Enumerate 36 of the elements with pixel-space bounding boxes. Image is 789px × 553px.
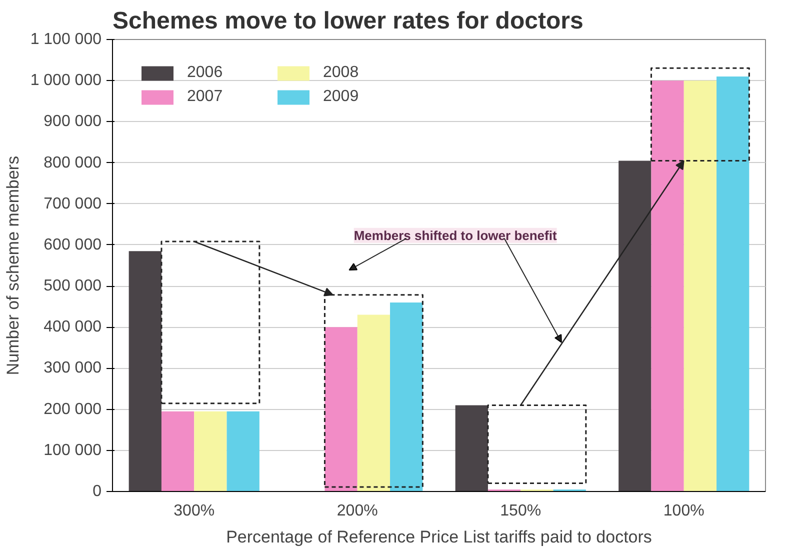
legend-label: 2008 — [323, 64, 360, 82]
bar — [161, 411, 194, 492]
bar — [455, 405, 488, 492]
y-tick-label: 1 100 000 — [30, 31, 102, 48]
bar — [194, 411, 227, 492]
bar — [651, 80, 684, 492]
legend-label: 2006 — [187, 64, 224, 82]
x-tick-label: 200% — [336, 502, 378, 520]
y-tick-label: 0 — [92, 483, 102, 500]
y-tick-label: 100 000 — [44, 442, 102, 459]
y-tick-label: 200 000 — [44, 400, 102, 418]
x-tick-label: 150% — [500, 502, 542, 520]
y-tick-label: 700 000 — [44, 195, 102, 212]
x-tick-label: 300% — [174, 502, 215, 520]
annotation: Members shifted to lower benefit — [354, 228, 558, 243]
y-tick-label: 500 000 — [44, 278, 102, 295]
bar — [618, 160, 652, 492]
bar — [324, 327, 358, 492]
legend-label: 2007 — [187, 88, 224, 106]
bar — [226, 411, 260, 492]
x-tick-label: 100% — [663, 502, 704, 520]
x-axis-title: Percentage of Reference Price List tariffs paid to doctors — [226, 528, 652, 546]
y-tick-label: 1 000 000 — [30, 72, 102, 90]
y-tick-label: 800 000 — [44, 154, 102, 172]
y-axis-title: Number of scheme members — [3, 156, 22, 376]
bar — [716, 76, 750, 492]
bar — [128, 251, 162, 492]
y-tick-label: 400 000 — [44, 318, 102, 336]
y-tick-label: 300 000 — [44, 360, 102, 377]
y-tick-label: 600 000 — [44, 236, 102, 254]
bar — [684, 80, 717, 492]
y-tick-label: 900 000 — [44, 113, 102, 130]
chart-title: Schemes move to lower rates for doctors — [112, 8, 584, 34]
bar — [390, 302, 423, 492]
bar — [357, 314, 390, 492]
legend-label: 2009 — [323, 88, 360, 106]
